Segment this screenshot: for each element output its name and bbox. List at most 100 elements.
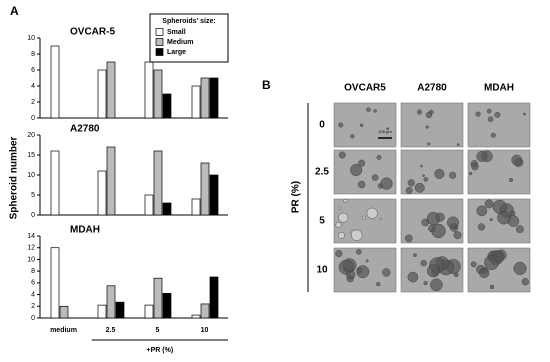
spheroid (447, 216, 459, 229)
column-header: MDAH (484, 83, 514, 94)
bar (115, 301, 125, 319)
spheroid (346, 269, 356, 280)
spheroid (489, 218, 493, 222)
panel-label: B (262, 78, 271, 92)
y-tick-label: 8 (31, 51, 35, 58)
bar (97, 69, 107, 119)
spheroid (427, 142, 431, 146)
y-tick-label: 14 (27, 233, 35, 240)
bar (162, 293, 172, 319)
bar (200, 162, 210, 216)
spheroid (513, 261, 527, 275)
spheroid (487, 116, 494, 122)
y-tick-label: 0 (31, 115, 35, 122)
spheroid (414, 182, 425, 193)
spheroid (434, 168, 445, 179)
spheroid (423, 177, 429, 182)
row-label: 5 (319, 216, 325, 227)
legend-swatch (155, 28, 164, 36)
spheroid (423, 281, 428, 286)
spheroid (453, 231, 462, 240)
spheroid (379, 217, 382, 221)
y-axis-label: Spheroid number (9, 137, 20, 220)
spheroid (386, 127, 389, 131)
y-tick-label: 6 (31, 280, 35, 287)
spheroid (456, 143, 460, 146)
y-tick-label: 0 (31, 315, 35, 322)
spheroid (490, 132, 496, 138)
row-label: 2.5 (315, 167, 329, 178)
spheroid (510, 210, 516, 216)
spheroid (338, 212, 349, 223)
spheroid (413, 253, 417, 257)
spheroid (476, 151, 488, 162)
y-tick-label: 10 (27, 256, 35, 263)
spheroid (523, 112, 526, 116)
spheroid (404, 234, 413, 243)
bar (162, 93, 172, 119)
bar (153, 69, 163, 119)
spheroid (516, 225, 524, 233)
bar (191, 85, 201, 119)
bar (153, 277, 163, 319)
legend-label: Large (167, 49, 186, 56)
chart-title: MDAH (70, 225, 100, 236)
micrograph-panel: OVCAR5 A2780 MDAH PR (%) 0 2.5 5 10 100 µm (291, 83, 531, 293)
spheroid (376, 155, 382, 160)
bar (97, 170, 107, 216)
spheroid (521, 278, 529, 286)
bar (144, 194, 154, 216)
legend-swatch (155, 38, 164, 46)
chart-title: OVCAR-5 (70, 27, 115, 38)
micrograph (467, 102, 531, 148)
legend-title: Spheroids' size: (162, 18, 215, 25)
spheroid (366, 107, 371, 112)
bar (106, 146, 116, 216)
bar (50, 45, 60, 119)
spheroid (470, 261, 477, 268)
spheroid (430, 278, 443, 292)
spheroid (407, 271, 419, 283)
spheroid (426, 264, 440, 278)
spheroid (476, 205, 488, 217)
y-tick-label: 5 (31, 192, 35, 199)
spheroid (453, 272, 459, 278)
spheroid (509, 178, 514, 182)
bar (50, 150, 60, 216)
y-tick-label: 2 (31, 303, 35, 310)
x-axis-label: +PR (%) (147, 347, 174, 354)
legend-label: Medium (167, 39, 193, 46)
spheroid (338, 122, 344, 128)
micrograph (400, 102, 464, 148)
spheroid (366, 207, 378, 219)
spheroid (380, 177, 393, 190)
legend-label: Small (167, 29, 186, 36)
spheroid (365, 259, 369, 263)
spheroid (477, 223, 486, 231)
panel-label: A (10, 4, 19, 18)
bar (209, 174, 219, 216)
spheroid (475, 111, 481, 117)
chart-title: A2780 (70, 124, 100, 135)
bar (144, 61, 154, 119)
spheroid (422, 174, 425, 177)
x-tick-label: 10 (201, 327, 209, 334)
y-tick-label: 0 (31, 212, 35, 219)
micrograph (333, 102, 397, 148)
y-tick-label: 10 (27, 35, 35, 42)
column-header: A2780 (417, 83, 447, 94)
spheroid (492, 250, 505, 263)
spheroid (416, 109, 422, 115)
y-tick-label: 4 (31, 291, 35, 298)
bar (153, 150, 163, 216)
bar (200, 303, 210, 319)
y-tick-label: 8 (31, 268, 35, 275)
bar (106, 285, 116, 319)
spheroid (338, 151, 346, 159)
spheroid (337, 206, 342, 210)
bar (200, 77, 210, 119)
spheroid (471, 163, 479, 171)
bar (50, 247, 60, 319)
spheroid (371, 174, 379, 181)
x-tick-label: 2.5 (106, 327, 116, 334)
